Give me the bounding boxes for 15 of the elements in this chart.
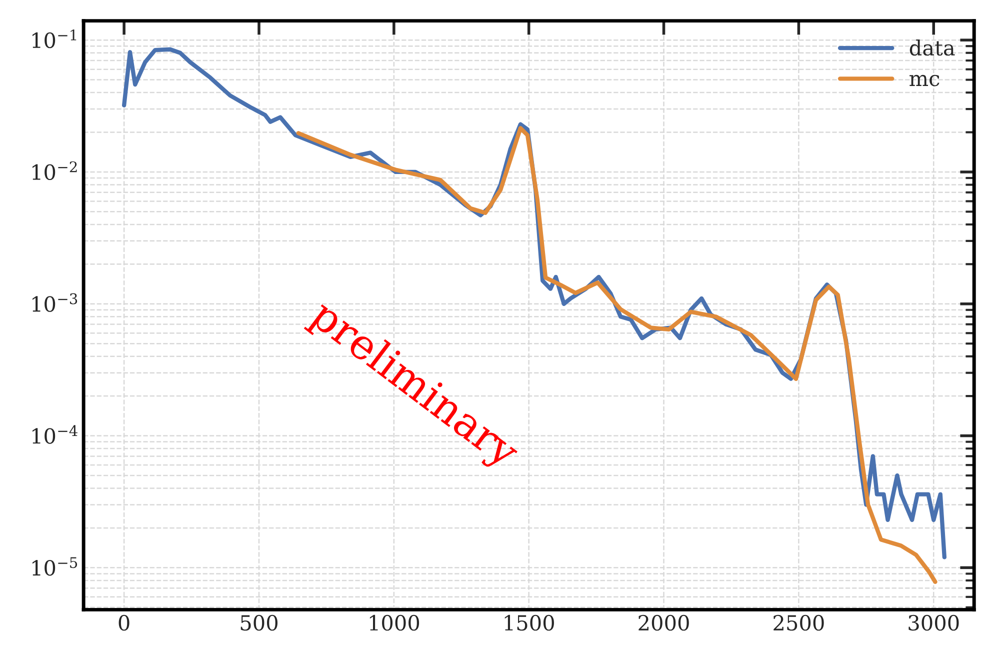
- x-tick-label: 3000: [908, 614, 959, 631]
- x-tick-label: 1000: [370, 614, 420, 631]
- y-tick-label: 10$^{−1}$: [32, 29, 76, 48]
- x-tick-label: 1500: [504, 614, 554, 631]
- legend-label: data: [910, 40, 955, 56]
- x-tick-label: 2000: [638, 614, 689, 631]
- y-tick-label: 10$^{−3}$: [32, 293, 78, 312]
- y-tick-label: 10$^{−2}$: [32, 161, 77, 180]
- y-tick-label: 10$^{−5}$: [32, 557, 78, 576]
- x-tick-label: 500: [240, 614, 278, 631]
- legend-label: mc: [910, 74, 940, 86]
- x-tick-label: 0: [118, 614, 130, 631]
- y-tick-label: 10$^{−4}$: [32, 425, 78, 444]
- x-tick-label: 2500: [774, 614, 824, 631]
- line-series: [296, 126, 938, 584]
